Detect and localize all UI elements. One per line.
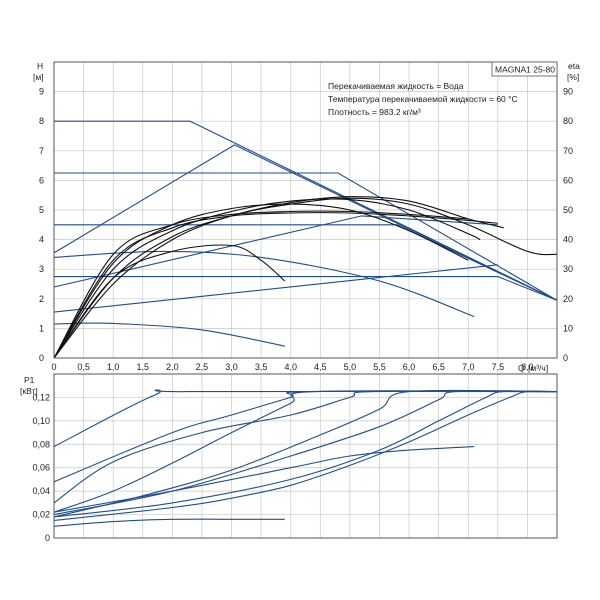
power-curve: [53, 389, 558, 518]
power-curve: [53, 389, 558, 448]
p1-tick-label: 0,04: [32, 486, 50, 496]
head-curve: [54, 172, 558, 301]
p1-tick-label: 0: [45, 533, 50, 543]
info-fluid: Перекачиваемая жидкость = Вода: [328, 81, 464, 91]
x-tick-label: 2,0: [166, 362, 179, 372]
head-curve: [53, 322, 285, 347]
x-tick-label: 4,0: [284, 362, 297, 372]
head-grid: [53, 62, 558, 359]
power-curve: [53, 390, 558, 504]
y-tick-label: 9: [39, 87, 44, 97]
y-tick-label: 0: [39, 353, 44, 363]
tick-labels: 0 0,5 1,0 1,5 2,0 2,5 3,0 3,5 4,0 4,5 5,0 5,5 6,0 6,5…: [32, 87, 573, 543]
p1-tick-label: 0,10: [32, 416, 50, 426]
info-temperature: Температура перекачиваемой жидкости = 60…: [328, 94, 518, 104]
y-axis-label-h: H: [37, 61, 43, 71]
head-curves: [53, 120, 558, 347]
x-tick-label: 0: [51, 362, 56, 372]
power-curve: [53, 390, 558, 521]
efficiency-curve: [53, 210, 469, 359]
head-curve: [53, 144, 558, 301]
y2-tick-label: 70: [563, 146, 573, 156]
x-axis-label-q: Q: [518, 363, 525, 373]
x-tick-label: 5,5: [373, 362, 386, 372]
power-curve: [53, 390, 558, 483]
y-axis-unit-h: [м]: [33, 72, 44, 82]
p1-tick-label: 0,06: [32, 463, 50, 473]
x-tick-label: 1,0: [107, 362, 120, 372]
p1-tick-label: 0,12: [32, 392, 50, 402]
y-tick-label: 3: [39, 264, 44, 274]
y2-tick-label: 90: [563, 87, 573, 97]
y-tick-label: 2: [39, 294, 44, 304]
efficiency-curve: [53, 198, 481, 359]
head-curve: [54, 276, 558, 301]
power-curve: [53, 518, 285, 527]
y-tick-label: 4: [39, 235, 44, 245]
efficiency-curve: [53, 197, 558, 359]
x-tick-label: 8,0: [521, 362, 534, 372]
x-tick-label: 2,5: [196, 362, 209, 372]
x-tick-label: 1,5: [137, 362, 150, 372]
y2-tick-label: 50: [563, 205, 573, 215]
power-grid: [53, 374, 558, 539]
y2-tick-label: 60: [563, 175, 573, 185]
efficiency-curves: [53, 196, 558, 359]
y2-axis-unit-eta: [%]: [567, 72, 579, 82]
y-tick-label: 8: [39, 116, 44, 126]
head-curve: [54, 120, 558, 301]
y-axis-unit-p1: [кВт]: [20, 386, 38, 396]
power-curve: [53, 446, 475, 513]
x-tick-label: 5,0: [344, 362, 357, 372]
y2-axis-label-eta: eta: [568, 61, 580, 71]
p1-tick-label: 0,02: [32, 510, 50, 520]
x-tick-label: 6,5: [432, 362, 445, 372]
x-tick-label: 7,5: [492, 362, 505, 372]
head-curve: [53, 264, 498, 313]
y2-tick-label: 0: [563, 353, 568, 363]
x-tick-label: 6,0: [403, 362, 416, 372]
y-tick-label: 1: [39, 323, 44, 333]
y-tick-label: 7: [39, 146, 44, 156]
x-tick-label: 7,0: [462, 362, 475, 372]
head-curve: [54, 224, 558, 301]
head-curve: [53, 215, 498, 288]
y2-tick-label: 80: [563, 116, 573, 126]
head-curve: [53, 250, 475, 318]
y-tick-label: 6: [39, 175, 44, 185]
model-box: [491, 61, 558, 77]
y2-tick-label: 20: [563, 294, 573, 304]
x-tick-label: 0,5: [77, 362, 90, 372]
y2-tick-label: 10: [563, 323, 573, 333]
model-name: MAGNA1 25-80: [495, 65, 555, 75]
power-curves: [53, 389, 558, 527]
x-axis-unit-q: [м³/ч]: [528, 363, 548, 373]
efficiency-curve: [53, 244, 286, 359]
efficiency-curve: [53, 196, 504, 359]
x-tick-label: 4,5: [314, 362, 327, 372]
y2-tick-label: 30: [563, 264, 573, 274]
y2-tick-label: 40: [563, 235, 573, 245]
x-tick-label: 3,0: [225, 362, 238, 372]
head-plot-frame: [53, 61, 558, 359]
x-tick-label: 3,5: [255, 362, 268, 372]
power-curve: [53, 390, 558, 518]
efficiency-curve: [53, 212, 498, 359]
power-plot-frame: [53, 373, 558, 539]
y-tick-label: 5: [39, 205, 44, 215]
efficiency-curve: [53, 203, 469, 359]
y-axis-label-p1: P1: [24, 375, 35, 385]
power-curve: [53, 390, 558, 513]
info-density: Плотность = 983.2 кг/м³: [328, 107, 421, 117]
p1-tick-label: 0,08: [32, 439, 50, 449]
